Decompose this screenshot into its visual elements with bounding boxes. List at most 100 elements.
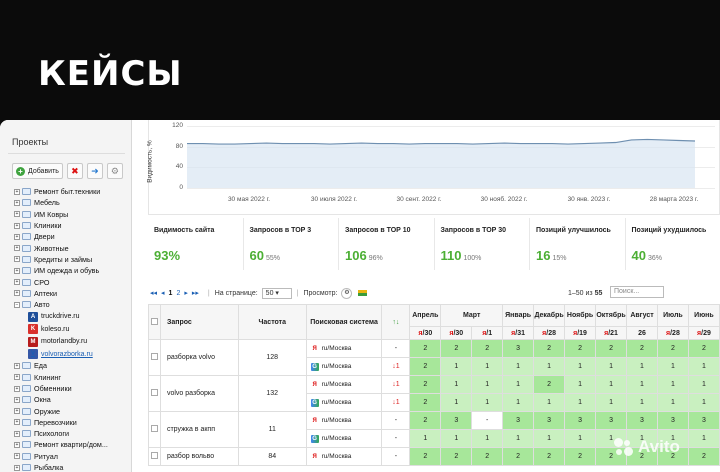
prev-page-button[interactable]: ◂ xyxy=(161,290,165,297)
settings-button[interactable]: ⚙ xyxy=(106,163,123,179)
month-header[interactable]: Ноябрь xyxy=(564,304,597,327)
expand-icon[interactable]: + xyxy=(14,419,20,426)
tree-folder[interactable]: + Оружие xyxy=(14,405,132,416)
page-2-button[interactable]: 2 xyxy=(176,289,181,297)
month-header[interactable]: Октябрь xyxy=(595,304,628,327)
month-header[interactable]: Апрель xyxy=(409,304,442,327)
date-header[interactable]: я/28 xyxy=(656,326,689,340)
expand-icon[interactable]: + xyxy=(14,396,20,403)
month-header[interactable]: Июль xyxy=(656,304,689,327)
tree-folder[interactable]: + Мебель xyxy=(14,197,132,208)
tree-folder[interactable]: + Окна xyxy=(14,394,132,405)
month-header[interactable]: Март xyxy=(440,304,504,327)
tree-folder[interactable]: + Рыбалка xyxy=(14,462,132,472)
search-input[interactable]: Поиск... xyxy=(610,286,664,298)
tree-folder[interactable]: + Кредиты и займы xyxy=(14,254,132,265)
expand-icon[interactable]: − xyxy=(14,301,20,308)
delete-button[interactable]: ✖ xyxy=(66,163,83,179)
freq-header[interactable]: Частота xyxy=(237,304,307,340)
expand-icon[interactable]: + xyxy=(14,453,20,460)
expand-icon[interactable]: + xyxy=(14,290,20,297)
expand-icon[interactable]: + xyxy=(14,233,20,240)
tree-folder[interactable]: + Психологи xyxy=(14,428,132,439)
dir-header[interactable]: ↑↓ xyxy=(381,304,411,340)
expand-icon[interactable]: + xyxy=(14,408,20,415)
month-header[interactable]: Июнь xyxy=(687,304,720,327)
tree-folder[interactable]: + СРО xyxy=(14,276,132,287)
expand-icon[interactable]: + xyxy=(14,441,20,448)
region-flag-icon[interactable] xyxy=(358,290,368,296)
select-all-cell[interactable] xyxy=(148,304,161,340)
date-header[interactable]: 26 xyxy=(626,326,658,340)
last-page-button[interactable]: ▸▸ xyxy=(191,290,199,297)
date-header[interactable]: я/19 xyxy=(564,326,597,340)
next-page-button[interactable]: ▸ xyxy=(184,290,188,297)
row-select-cell[interactable] xyxy=(148,411,161,448)
first-page-button[interactable]: ◂◂ xyxy=(150,290,158,297)
expand-icon[interactable]: + xyxy=(14,245,20,252)
tree-folder[interactable]: + Животные xyxy=(14,242,132,253)
expand-icon[interactable]: + xyxy=(14,374,20,381)
page-1-button[interactable]: 1 xyxy=(168,289,173,297)
expand-icon[interactable]: + xyxy=(14,385,20,392)
per-page-select[interactable]: 50 ▾ xyxy=(261,287,292,299)
expand-icon[interactable]: + xyxy=(14,464,20,471)
expand-icon[interactable]: + xyxy=(14,222,20,229)
tree-folder[interactable]: + Перевозчики xyxy=(14,417,132,428)
date-header[interactable]: я/31 xyxy=(502,326,535,340)
expand-icon[interactable]: + xyxy=(14,211,20,218)
query-header[interactable]: Запрос xyxy=(159,304,239,340)
date-header[interactable]: я/1 xyxy=(471,326,504,340)
add-project-button[interactable]: + Добавить xyxy=(12,163,63,179)
month-header[interactable]: Август xyxy=(626,304,658,327)
tree-folder[interactable]: + Ремонт быт.техники xyxy=(14,186,132,197)
tree-folder[interactable]: + ИМ Ковры xyxy=(14,209,132,220)
row-checkbox[interactable] xyxy=(150,425,158,432)
date-header[interactable]: я/29 xyxy=(687,326,720,340)
tree-folder[interactable]: + Еда xyxy=(14,360,132,371)
tree-folder[interactable]: + ИМ одежда и обувь xyxy=(14,265,132,276)
expand-icon[interactable]: + xyxy=(14,188,20,195)
expand-icon[interactable]: + xyxy=(14,430,20,437)
month-header[interactable]: Декабрь xyxy=(533,304,566,327)
row-checkbox[interactable] xyxy=(150,389,158,396)
date-header[interactable]: я/30 xyxy=(409,326,442,340)
tree-folder[interactable]: + Ритуал xyxy=(14,451,132,462)
expand-icon[interactable]: + xyxy=(14,267,20,274)
expand-icon[interactable]: + xyxy=(14,199,20,206)
tree-folder[interactable]: − Авто xyxy=(14,299,132,310)
row-select-cell[interactable] xyxy=(148,447,161,466)
date-header[interactable]: я/21 xyxy=(595,326,628,340)
select-all-checkbox[interactable] xyxy=(150,317,158,325)
move-button[interactable]: ➜ xyxy=(86,163,103,179)
month-header[interactable]: Январь xyxy=(502,304,535,327)
tree-folder[interactable]: + Аптеки xyxy=(14,288,132,299)
row-checkbox[interactable] xyxy=(150,452,158,459)
series-area xyxy=(187,139,695,188)
tree-folder[interactable]: + Обменники xyxy=(14,383,132,394)
expand-icon[interactable]: + xyxy=(14,362,20,369)
view-settings-icon[interactable]: ⚙ xyxy=(341,287,353,299)
expand-icon[interactable]: + xyxy=(14,256,20,263)
date-header[interactable]: я/28 xyxy=(533,326,566,340)
row-checkbox[interactable] xyxy=(150,353,158,360)
expand-icon[interactable]: + xyxy=(14,279,20,286)
tree-folder[interactable]: + Клиники xyxy=(14,220,132,231)
row-select-cell[interactable] xyxy=(148,339,161,376)
row-select-cell[interactable] xyxy=(148,375,161,412)
tree-folder[interactable]: + Ремонт квартир/дом... xyxy=(14,439,132,450)
date-header[interactable]: я/30 xyxy=(440,326,473,340)
engine-header[interactable]: Поисковая система xyxy=(305,304,383,340)
tree-folder[interactable]: + Клининг xyxy=(14,372,132,383)
tree-folder[interactable]: + Двери xyxy=(14,231,132,242)
